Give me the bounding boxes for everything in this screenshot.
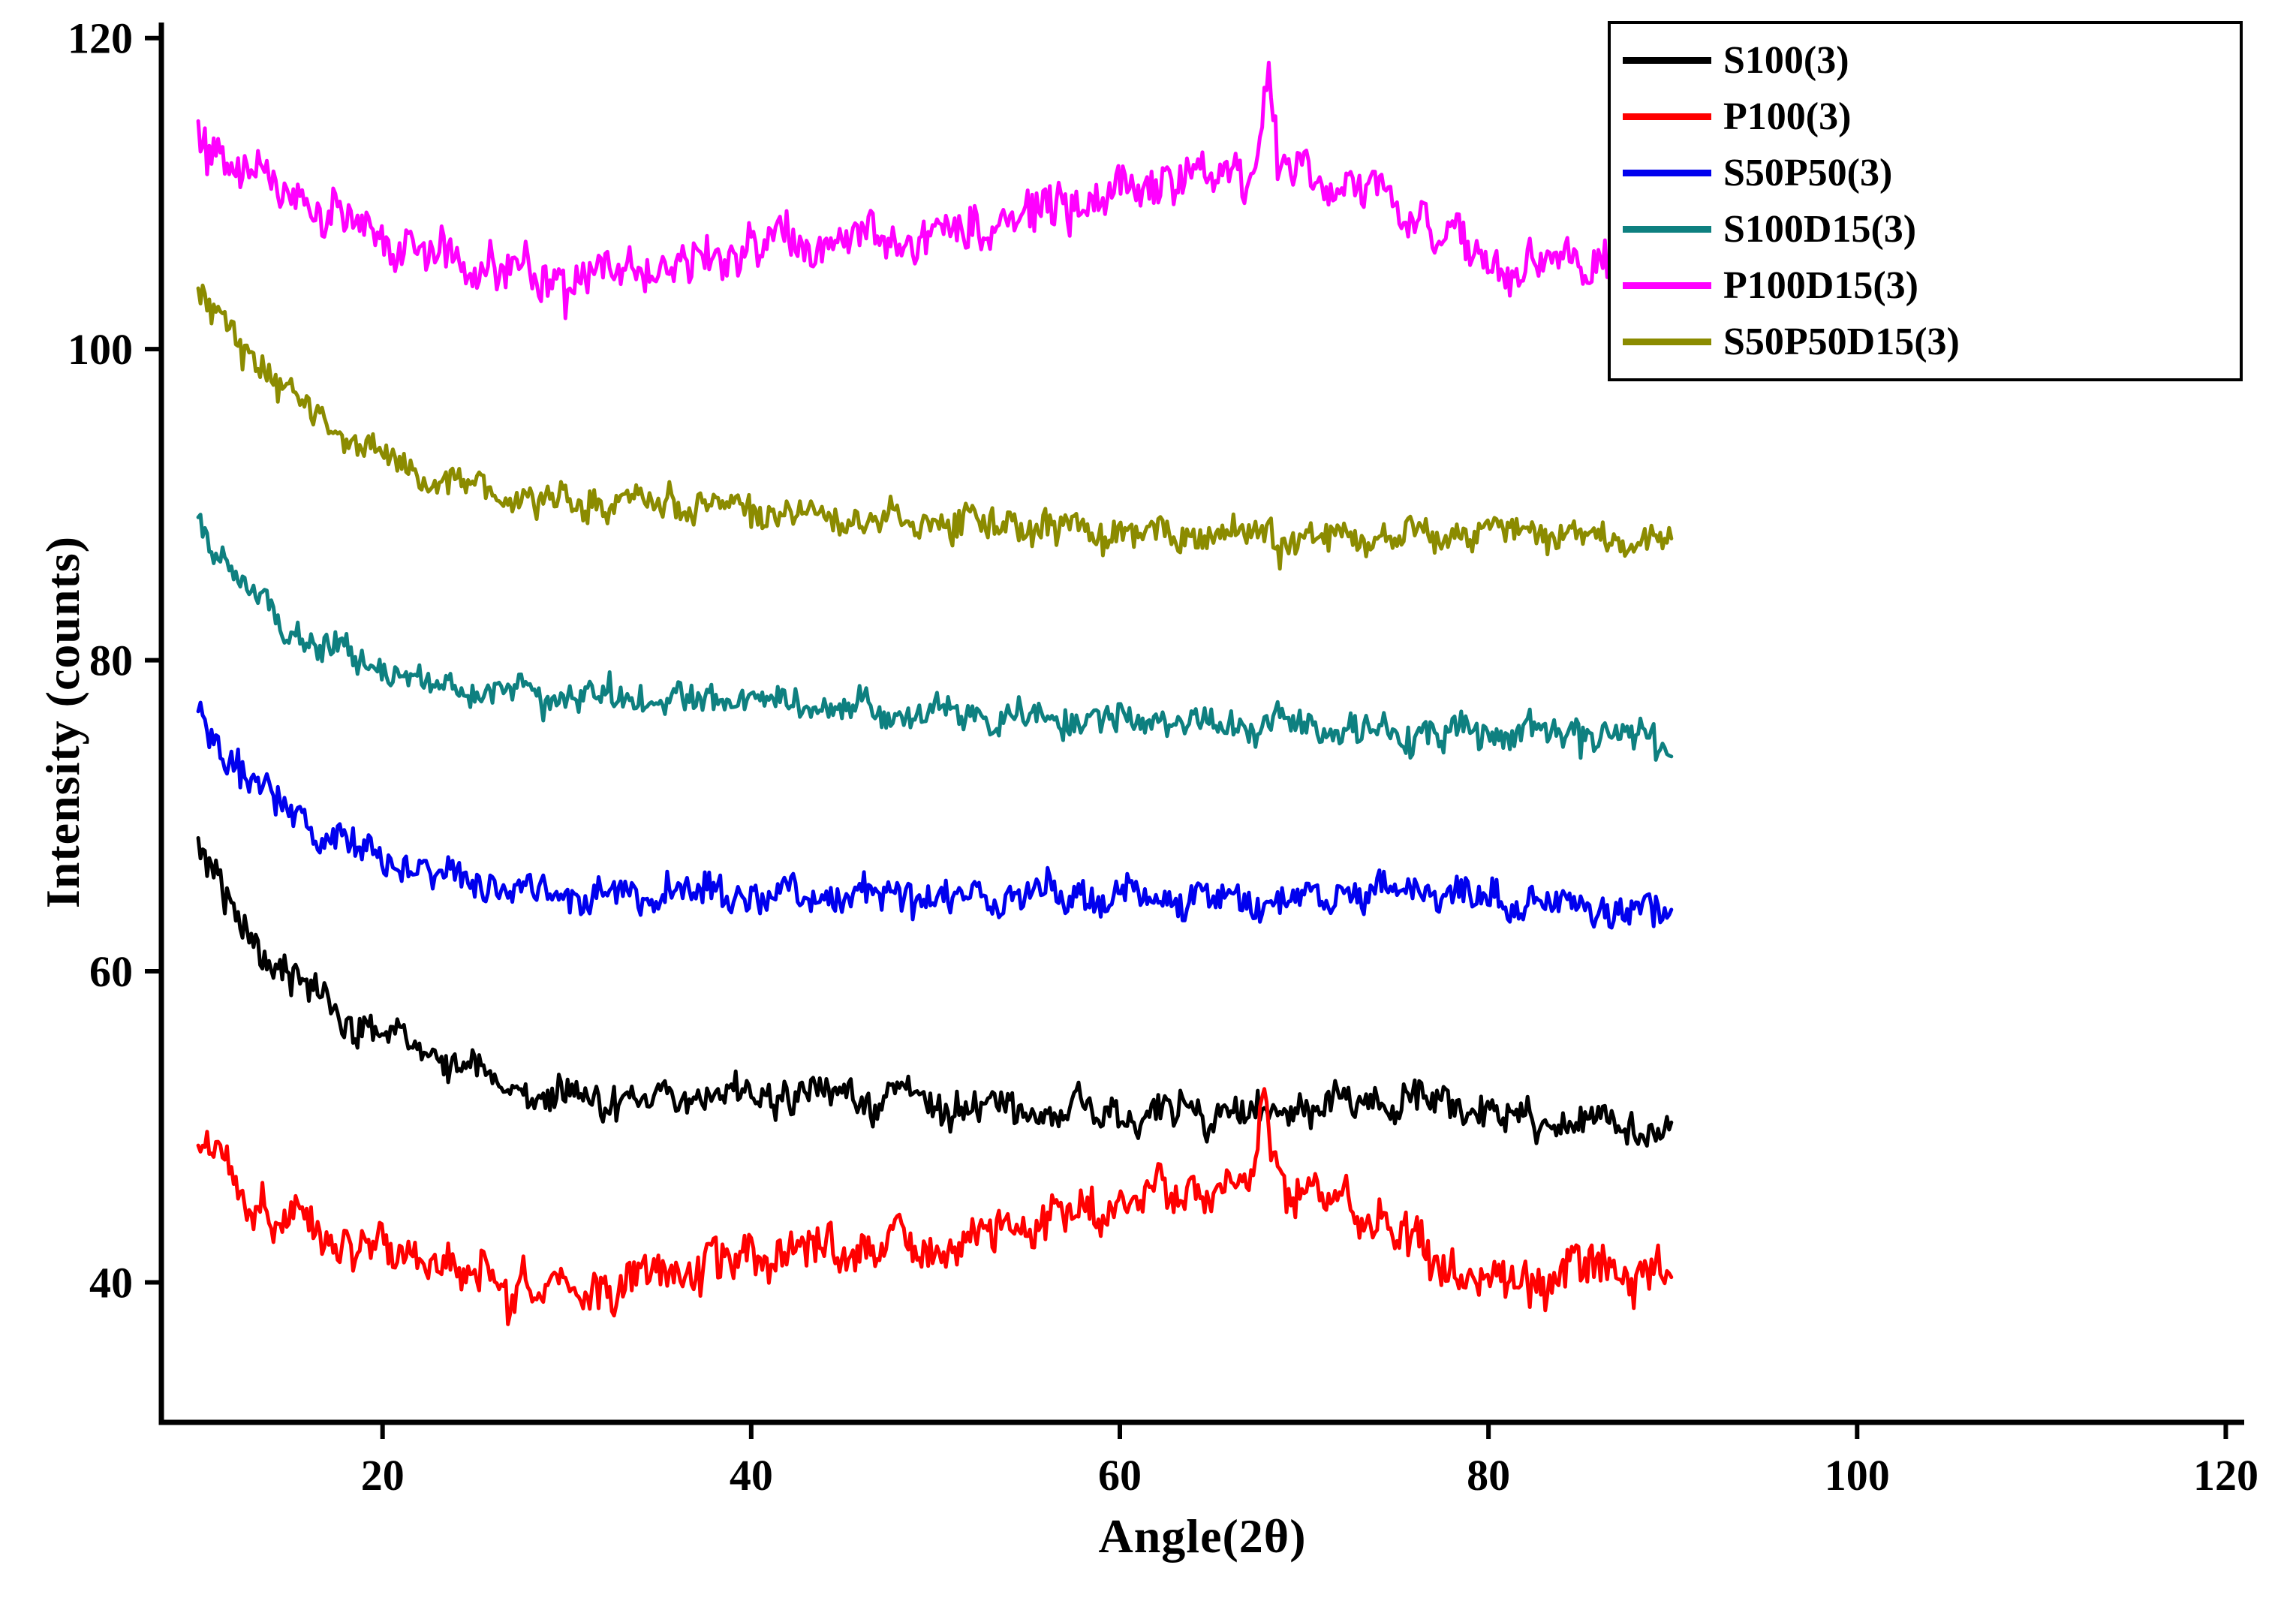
legend-item: S50P50D15(3) xyxy=(1623,316,2225,368)
series-line-S50P50D15(3) xyxy=(196,283,1674,571)
legend-item: S100D15(3) xyxy=(1623,203,2225,255)
legend-label: S50P50D15(3) xyxy=(1723,320,1960,363)
y-tick-label: 60 xyxy=(89,947,133,996)
x-tick-label: 60 xyxy=(1098,1451,1142,1500)
legend-line-swatch xyxy=(1623,170,1711,176)
series-line-P100D15(3) xyxy=(196,60,1674,320)
legend-label: P100(3) xyxy=(1723,95,1852,138)
series-line-S100D15(3) xyxy=(196,513,1674,762)
legend-item: S100(3) xyxy=(1623,35,2225,86)
legend-item: S50P50(3) xyxy=(1623,147,2225,199)
legend-line-swatch xyxy=(1623,339,1711,345)
series-line-S100(3) xyxy=(196,836,1674,1148)
legend-item: P100(3) xyxy=(1623,91,2225,143)
series-line-S50P50(3) xyxy=(196,700,1674,930)
legend-item: P100D15(3) xyxy=(1623,260,2225,311)
y-tick-label: 40 xyxy=(89,1259,133,1308)
y-tick-label: 100 xyxy=(68,325,133,374)
x-tick-label: 80 xyxy=(1467,1451,1510,1500)
legend-line-swatch xyxy=(1623,226,1711,233)
legend-line-swatch xyxy=(1623,57,1711,64)
legend-line-swatch xyxy=(1623,113,1711,120)
y-tick-label: 80 xyxy=(89,636,133,685)
x-axis-title: Angle(2θ) xyxy=(1098,1509,1307,1563)
x-tick-label: 120 xyxy=(2193,1451,2258,1500)
legend-label: P100D15(3) xyxy=(1723,264,1918,307)
y-tick-label: 120 xyxy=(68,14,133,63)
legend-label: S50P50(3) xyxy=(1723,152,1893,194)
legend-label: S100(3) xyxy=(1723,39,1849,82)
legend-line-swatch xyxy=(1623,282,1711,289)
x-tick-label: 40 xyxy=(730,1451,773,1500)
y-axis-title: Intensity (counts) xyxy=(36,535,89,909)
x-tick-label: 20 xyxy=(361,1451,405,1500)
x-tick-label: 100 xyxy=(1825,1451,1890,1500)
legend-label: S100D15(3) xyxy=(1723,208,1917,251)
series-line-P100(3) xyxy=(196,1087,1674,1326)
legend: S100(3) P100(3) S50P50(3) S100D15(3) P100D15… xyxy=(1608,21,2243,381)
